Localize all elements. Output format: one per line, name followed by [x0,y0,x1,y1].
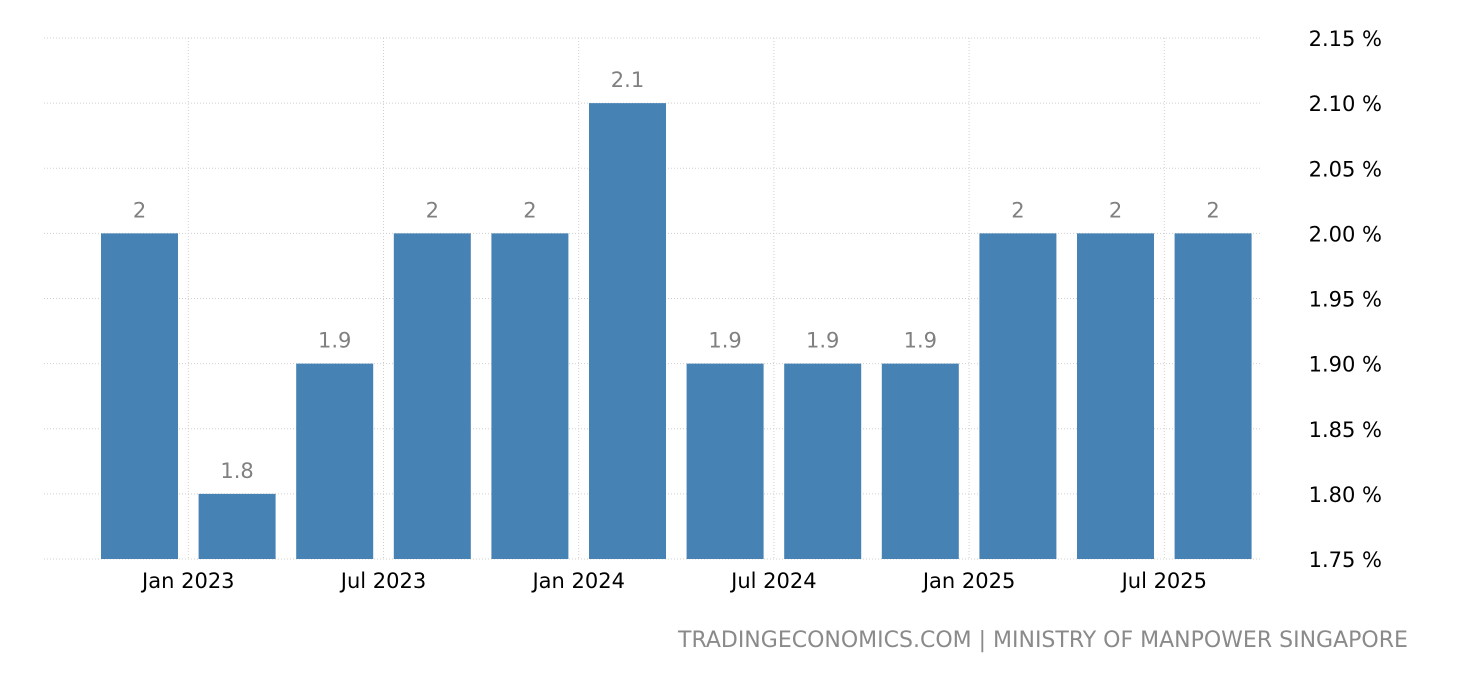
y-tick-label: 2.15 % [1309,27,1382,51]
bar [589,103,666,559]
data-label: 1.9 [904,329,937,353]
bar [393,233,471,559]
data-label: 2 [1206,198,1219,222]
y-tick-label: 1.85 % [1309,418,1382,442]
bar [296,363,374,559]
x-tick-label: Jul 2024 [729,569,816,593]
x-tick-label: Jul 2025 [1120,569,1207,593]
data-label: 2 [133,198,146,222]
y-tick-label: 1.90 % [1309,353,1382,377]
data-label: 1.9 [318,329,351,353]
bar [491,233,569,559]
data-label: 2.1 [611,68,644,92]
bar [101,233,178,559]
y-tick-label: 2.10 % [1309,92,1382,116]
data-label: 2 [1011,198,1024,222]
data-label: 2 [523,198,536,222]
bar [1077,233,1154,559]
bars [101,103,1252,559]
data-label: 2 [1109,198,1122,222]
y-tick-label: 1.80 % [1309,483,1382,507]
x-tick-label: Jul 2023 [339,569,426,593]
y-axis-ticks: 1.75 % 1.80 % 1.85 % 1.90 % 1.95 % 2.00 % 2.05… [1309,27,1382,572]
data-label: 1.9 [806,329,839,353]
bar [1174,233,1252,559]
bar [784,363,862,559]
y-tick-label: 2.05 % [1309,157,1382,181]
data-label: 1.9 [708,329,741,353]
data-label: 2 [426,198,439,222]
y-tick-label: 1.75 % [1309,548,1382,572]
source-attribution: TRADINGECONOMICS.COM | MINISTRY OF MANPO… [678,628,1408,653]
data-label: 1.8 [220,459,253,483]
y-tick-label: 2.00 % [1309,222,1382,246]
y-tick-label: 1.95 % [1309,288,1382,312]
x-tick-label: Jan 2025 [921,569,1016,593]
x-tick-label: Jan 2023 [140,569,235,593]
bar [686,363,764,559]
bar [979,233,1057,559]
bar [881,363,959,559]
x-axis-ticks: Jan 2023 Jul 2023 Jan 2024 Jul 2024 Jan 2025… [140,569,1207,593]
bar [198,493,276,559]
data-labels: 2 1.8 1.9 2 2 2.1 1.9 1.9 1.9 2 2 2 [133,68,1220,483]
x-tick-label: Jan 2024 [530,569,625,593]
